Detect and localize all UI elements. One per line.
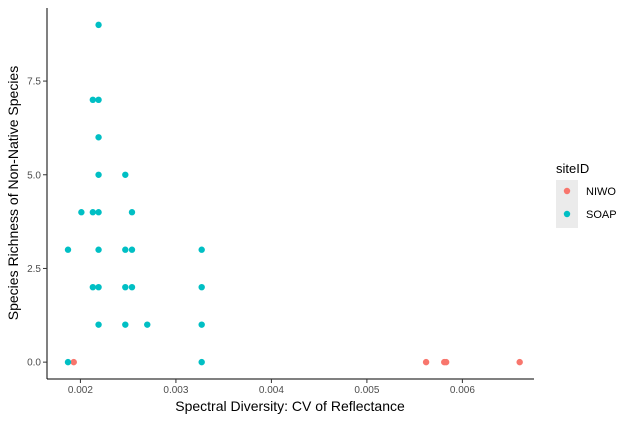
data-point (89, 283, 97, 291)
data-point (422, 358, 430, 366)
data-point (95, 321, 102, 328)
data-point (95, 246, 102, 253)
data-point (89, 209, 97, 216)
data-point (144, 321, 151, 328)
y-tick-label: 5.0 (27, 170, 41, 181)
x-tick-label: 0.006 (450, 385, 475, 396)
x-axis-ticks: 0.002 0.003 0.004 0.005 0.006 (68, 379, 475, 396)
data-point (78, 209, 85, 216)
data-point (95, 209, 102, 216)
x-axis-title: Spectral Diversity: CV of Reflectance (175, 398, 405, 414)
data-point (95, 96, 102, 104)
x-tick-label: 0.002 (68, 385, 93, 396)
data-point (95, 134, 102, 141)
legend-key-niwo (563, 187, 571, 195)
x-tick-label: 0.005 (354, 385, 379, 396)
series-soap (64, 21, 205, 366)
legend-key-soap (563, 210, 571, 218)
data-point (122, 283, 129, 291)
data-point (128, 283, 136, 291)
data-point (95, 21, 102, 29)
data-point (89, 96, 97, 104)
x-tick-label: 0.004 (259, 385, 284, 396)
data-point (198, 358, 205, 366)
x-tick-label: 0.003 (163, 385, 188, 396)
data-point (122, 321, 129, 328)
data-point (128, 209, 136, 216)
y-tick-label: 0.0 (27, 358, 41, 369)
series-niwo (70, 358, 523, 366)
data-point (198, 246, 205, 253)
data-point (122, 246, 129, 253)
y-tick-label: 7.5 (27, 77, 41, 88)
data-point (64, 246, 72, 253)
legend: siteID NIWO SOAP (556, 161, 617, 228)
plot-area (46, 8, 534, 380)
data-point (198, 283, 205, 291)
data-point (95, 171, 102, 178)
data-point (516, 358, 523, 366)
y-axis-ticks: 0.0 2.5 5.0 7.5 (27, 77, 47, 369)
y-tick-label: 2.5 (27, 264, 41, 275)
legend-key-background (556, 180, 578, 228)
legend-label-soap: SOAP (586, 209, 617, 221)
y-axis-title: Species Richness of Non-Native Species (5, 66, 21, 320)
data-point (198, 321, 205, 328)
data-point (70, 358, 77, 366)
data-point (122, 171, 129, 178)
data-point (95, 283, 102, 291)
data-point (64, 358, 72, 366)
legend-title: siteID (556, 161, 589, 176)
data-point (128, 246, 136, 253)
legend-label-niwo: NIWO (586, 186, 616, 198)
data-point (442, 358, 450, 366)
